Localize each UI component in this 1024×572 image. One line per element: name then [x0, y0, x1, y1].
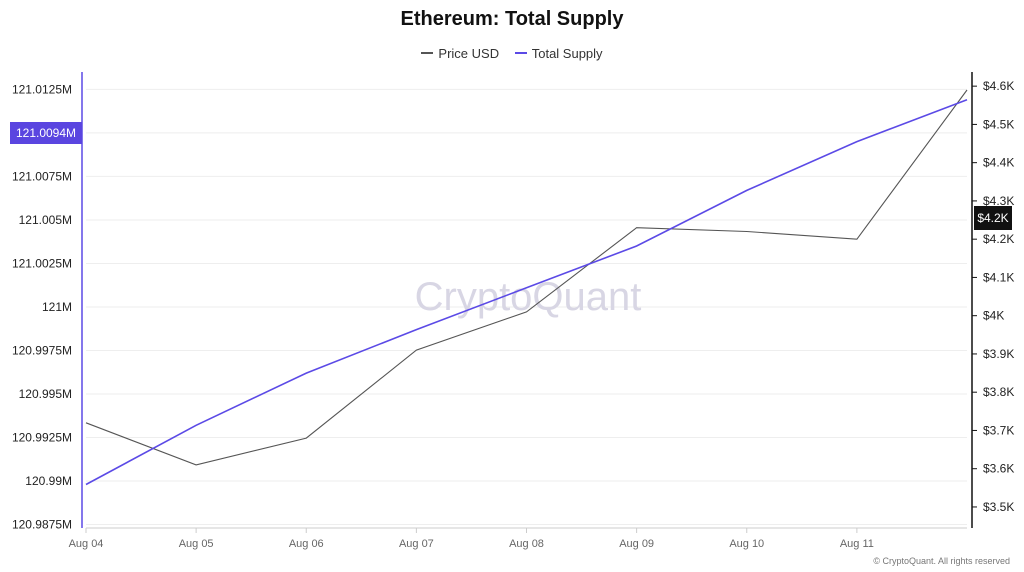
- y-left-tick-label: 121M: [42, 300, 72, 314]
- x-tick-label: Aug 10: [729, 538, 764, 550]
- y-right-tick-label: $3.8K: [983, 385, 1014, 399]
- y-right-tick-label: $3.9K: [983, 347, 1014, 361]
- y-left-tick-label: 120.995M: [19, 387, 72, 401]
- y-left-tick-label: 121.0075M: [12, 169, 72, 183]
- y-right-tick-label: $4.2K: [983, 232, 1014, 246]
- x-tick-label: Aug 04: [69, 538, 104, 550]
- y-right-tick-label: $4K: [983, 309, 1004, 323]
- series: [85, 89, 968, 486]
- x-tick-label: Aug 09: [619, 538, 654, 550]
- y-right-tick-label: $4.5K: [983, 117, 1014, 131]
- grid: [86, 88, 967, 526]
- legend-label-total-supply: Total Supply: [531, 45, 603, 61]
- y-left-tick-label: 121.005M: [19, 213, 72, 227]
- y-right-tick-label: $4.1K: [983, 270, 1014, 284]
- y-right-current-value-badge: $4.2K: [974, 206, 1012, 230]
- series-line-price-usd: [85, 89, 968, 466]
- legend: Price USD Total Supply: [0, 42, 1024, 61]
- legend-swatch-total-supply: [514, 52, 527, 54]
- y-right-tick-label: $4.6K: [983, 79, 1014, 93]
- x-tick-label: Aug 07: [399, 538, 434, 550]
- y-left-tick-label: 120.9925M: [12, 430, 72, 444]
- series-line-total-supply: [85, 99, 968, 486]
- y-right-tick-label: $3.6K: [983, 462, 1014, 476]
- legend-label-price: Price USD: [438, 45, 500, 61]
- axes: [81, 72, 977, 533]
- legend-swatch-price: [421, 52, 434, 54]
- x-tick-label: Aug 11: [840, 538, 874, 550]
- legend-item-total-supply[interactable]: Total Supply: [514, 45, 603, 61]
- y-right-tick-label: $4.4K: [983, 156, 1014, 170]
- y-left-current-value-badge: 121.0094M: [10, 122, 82, 144]
- y-right-tick-label: $3.5K: [983, 500, 1014, 514]
- x-tick-label: Aug 08: [509, 538, 544, 550]
- x-tick-label: Aug 06: [289, 538, 324, 550]
- y-left-tick-label: 120.9875M: [12, 518, 72, 532]
- tick-labels: 120.9875M 120.99M 120.9925M 120.995M 120.997…: [12, 79, 1014, 550]
- watermark: CryptoQuant: [415, 275, 642, 319]
- y-left-tick-label: 121.0025M: [12, 256, 72, 270]
- y-right-tick-label: $3.7K: [983, 423, 1014, 437]
- y-left-tick-label: 120.99M: [25, 474, 72, 488]
- copyright-notice: © CryptoQuant. All rights reserved: [873, 556, 1010, 566]
- y-left-tick-label: 121.0125M: [12, 82, 72, 96]
- legend-item-price[interactable]: Price USD: [421, 46, 499, 61]
- chart-title: Ethereum: Total Supply: [400, 8, 624, 30]
- x-tick-label: Aug 05: [179, 538, 214, 550]
- y-right-tick-label: $4.3K: [983, 194, 1014, 208]
- y-left-tick-label: 120.9975M: [12, 343, 72, 357]
